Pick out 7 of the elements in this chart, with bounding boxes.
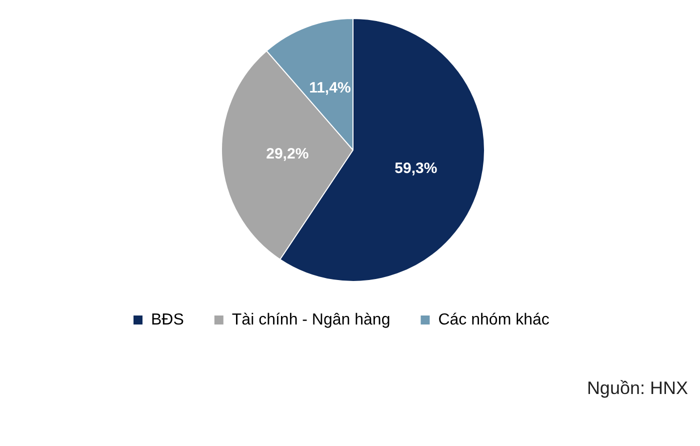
data-label: 59,3% — [394, 160, 438, 178]
data-label: 11,4% — [309, 80, 351, 97]
data-label: 29,2% — [266, 145, 309, 162]
legend-label: Các nhóm khác — [438, 311, 550, 328]
text: Nguồn: HNX — [586, 378, 689, 399]
legend-label: BĐS — [151, 311, 184, 328]
legend-label: Tài chính - Ngân hàng — [232, 311, 390, 328]
